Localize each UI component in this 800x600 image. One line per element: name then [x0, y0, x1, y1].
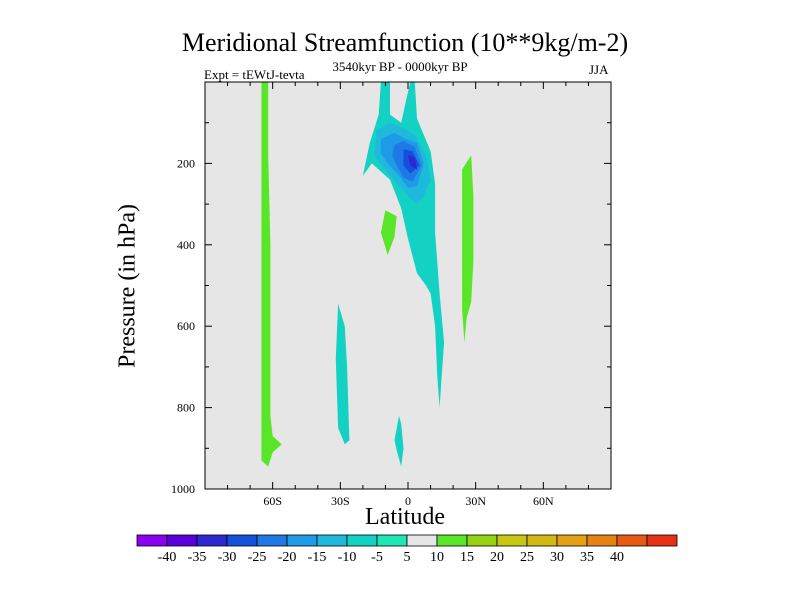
colorbar-label: -25 — [248, 550, 267, 565]
season-label: JJA — [589, 62, 609, 77]
y-tick-label: 200 — [177, 156, 195, 170]
plot-axes: 60S 30S 0 30N 60N 200 400 600 800 1000 — [171, 82, 611, 508]
colorbar-label: 20 — [490, 550, 504, 565]
colorbar-label: -5 — [371, 550, 383, 565]
colorbar-label: 10 — [430, 550, 444, 565]
colorbar-label: 5 — [404, 550, 411, 565]
colorbar-swatch — [226, 534, 258, 547]
contour-region-positive-band-60s — [261, 82, 282, 467]
x-tick-label: 30S — [331, 494, 350, 508]
colorbar-label: -20 — [278, 550, 297, 565]
colorbar-label: 30 — [550, 550, 564, 565]
contour-region-negative-strip-30s — [335, 303, 350, 445]
colorbar-label: 15 — [460, 550, 474, 565]
y-tick-label: 400 — [177, 238, 195, 252]
y-tick-label: 800 — [177, 401, 195, 415]
contour-region-negative-cell-max — [408, 155, 417, 170]
colorbar-swatch — [196, 534, 228, 547]
colorbar-label: -15 — [308, 550, 327, 565]
experiment-label: Expt = tEWtJ-tevta — [204, 67, 305, 82]
x-tick-label: 30N — [465, 494, 486, 508]
colorbar-label: 25 — [520, 550, 534, 565]
colorbar-swatch — [586, 534, 618, 547]
colorbar-swatch — [496, 534, 528, 547]
contour-regions — [261, 82, 474, 467]
contour-region-negative-strip-near-eq — [394, 415, 404, 467]
colorbar-swatch — [376, 534, 408, 547]
colorbar: -40 -35 -30 -25 -20 -15 -10 -5 5 10 15 20 25 30 35 40 — [136, 534, 678, 565]
x-axis-label: Latitude — [365, 504, 445, 530]
colorbar-swatch — [136, 534, 168, 547]
colorbar-swatch — [556, 534, 588, 547]
contour-region-positive-blob-8s — [380, 210, 397, 255]
colorbar-swatch — [166, 534, 198, 547]
colorbar-swatch — [346, 534, 378, 547]
colorbar-swatch — [316, 534, 348, 547]
x-tick-label: 60N — [533, 494, 554, 508]
colorbar-swatch — [646, 534, 678, 547]
x-tick-label: 60S — [263, 494, 282, 508]
chart-title: Meridional Streamfunction (10**9kg/m-2) — [181, 28, 629, 57]
colorbar-swatch — [526, 534, 558, 547]
contour-region-positive-blob-25n — [462, 155, 474, 343]
colorbar-label: -40 — [158, 550, 177, 565]
colorbar-label: -10 — [338, 550, 357, 565]
colorbar-swatch — [286, 534, 318, 547]
x-tick-label: 0 — [405, 494, 411, 508]
y-tick-label: 1000 — [171, 482, 195, 496]
colorbar-label: 40 — [610, 550, 624, 565]
colorbar-label: 35 — [580, 550, 594, 565]
colorbar-swatch — [466, 534, 498, 547]
chart-subtitle: 3540kyr BP - 0000kyr BP — [332, 59, 468, 74]
colorbar-swatch — [406, 534, 438, 547]
y-axis-label: Pressure (in hPa) — [114, 204, 141, 368]
colorbar-label: -30 — [218, 550, 237, 565]
colorbar-label: -35 — [188, 550, 207, 565]
y-tick-label: 600 — [177, 319, 195, 333]
colorbar-swatch — [256, 534, 288, 547]
colorbar-swatch — [616, 534, 648, 547]
colorbar-swatch — [436, 534, 468, 547]
